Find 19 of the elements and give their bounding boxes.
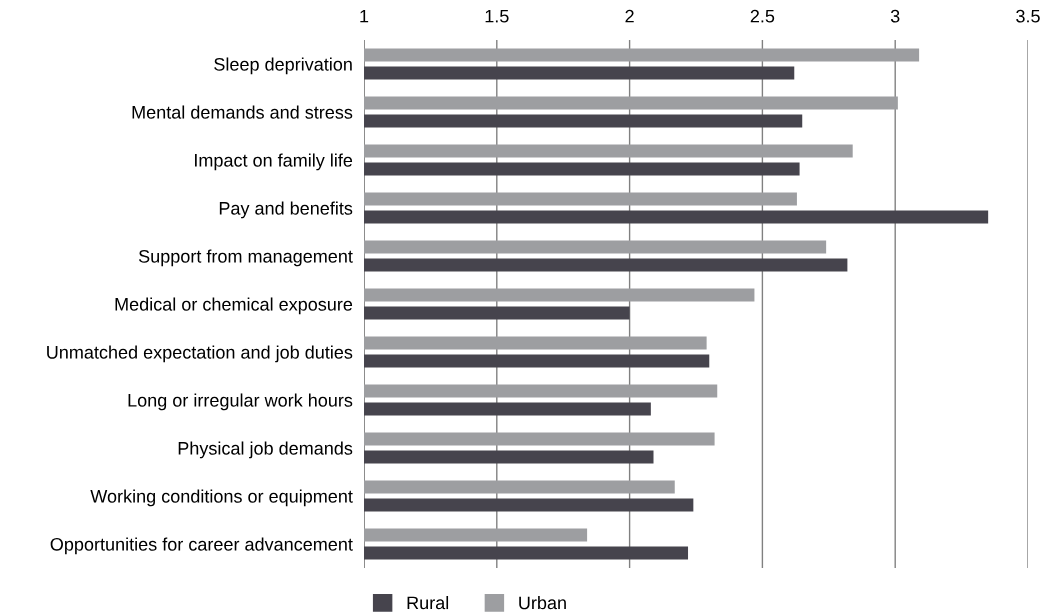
y-tick-label: Working conditions or equipment <box>90 489 353 507</box>
y-tick-label: Pay and benefits <box>219 201 353 219</box>
y-tick-label: Unmatched expectation and job duties <box>47 345 353 363</box>
legend-label: Urban <box>519 595 566 610</box>
x-tick-label: 1 <box>360 9 369 23</box>
y-tick-label: Sleep deprivation <box>214 57 352 75</box>
x-tick-label: 2 <box>625 9 634 23</box>
legend-label: Rural <box>407 595 449 610</box>
x-tick-label: 1.5 <box>485 9 509 23</box>
y-tick-label: Long or irregular work hours <box>128 393 353 411</box>
x-tick-label: 2.5 <box>750 9 775 23</box>
x-tick-label: 3.5 <box>1016 9 1040 23</box>
y-tick-label: Mental demands and stress <box>132 105 353 119</box>
x-tick-label: 3 <box>890 9 900 23</box>
y-tick-label: Opportunities for career advancement <box>50 537 353 555</box>
y-tick-label: Support from management <box>138 249 353 267</box>
y-tick-label: Medical or chemical exposure <box>115 297 353 315</box>
y-tick-label: Impact on family life <box>195 153 353 171</box>
y-tick-label: Physical job demands <box>178 441 353 459</box>
